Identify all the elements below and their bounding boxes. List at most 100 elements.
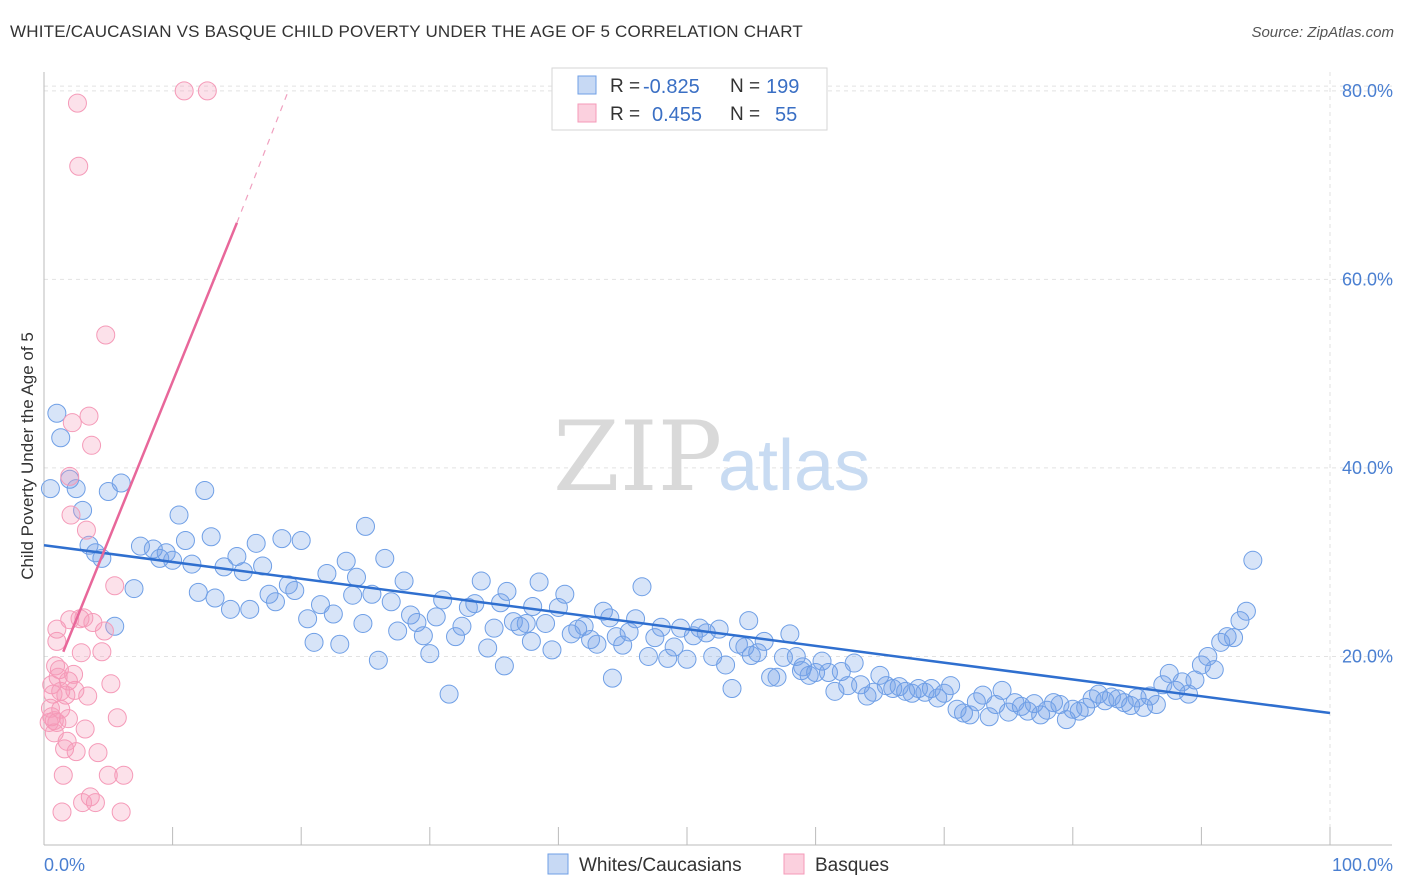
chart-title: WHITE/CAUCASIAN VS BASQUE CHILD POVERTY … <box>10 22 803 41</box>
y-tick-labels: 20.0% 40.0% 60.0% 80.0% <box>1342 81 1393 667</box>
bottom-legend-swatch-basque <box>783 853 805 875</box>
legend-n-label-2: N = <box>730 104 760 125</box>
point-s0-54 <box>401 605 421 625</box>
point-s1-45 <box>107 708 127 728</box>
series-points <box>39 81 1263 822</box>
point-s0-62 <box>452 616 472 636</box>
point-s0-12 <box>124 579 144 599</box>
legend-swatch-white <box>577 75 597 95</box>
point-s1-40 <box>94 621 114 641</box>
point-s1-27 <box>71 643 91 663</box>
point-s0-53 <box>394 571 414 591</box>
point-s0-91 <box>638 646 658 666</box>
point-s1-24 <box>67 93 87 113</box>
point-s0-171 <box>1153 675 1173 695</box>
point-s1-46 <box>111 802 131 822</box>
point-s1-11 <box>52 802 72 822</box>
point-s1-8 <box>48 667 68 687</box>
point-s0-76 <box>542 640 562 660</box>
point-s1-13 <box>55 739 75 759</box>
legend-n-value-2: 55 <box>775 104 797 126</box>
point-s1-32 <box>78 686 98 706</box>
point-s1-51 <box>44 723 64 743</box>
point-s0-186 <box>739 611 759 631</box>
point-s1-31 <box>76 520 96 540</box>
point-s1-54 <box>51 699 71 719</box>
point-s0-111 <box>767 667 787 687</box>
point-s0-127 <box>870 665 890 685</box>
point-s0-153 <box>1037 700 1057 720</box>
point-s0-56 <box>413 626 433 646</box>
point-s1-43 <box>101 674 121 694</box>
point-s0-179 <box>1204 660 1224 680</box>
point-s0-83 <box>587 634 607 654</box>
point-s1-20 <box>62 413 82 433</box>
point-s1-25 <box>69 156 89 176</box>
point-s0-4 <box>66 479 86 499</box>
point-s0-181 <box>1217 627 1237 647</box>
point-s0-73 <box>523 597 543 617</box>
y-tick-label-3: 80.0% <box>1342 81 1393 101</box>
point-s0-140 <box>953 703 973 723</box>
point-s0-14 <box>143 539 163 559</box>
point-s0-11 <box>111 473 131 493</box>
point-s0-19 <box>175 531 195 551</box>
point-s0-36 <box>285 580 305 600</box>
point-s0-67 <box>484 618 504 638</box>
point-s1-33 <box>79 406 99 426</box>
point-s0-90 <box>632 577 652 597</box>
source-label: Source: ZipAtlas.com <box>1251 24 1394 41</box>
point-s1-22 <box>65 680 85 700</box>
legend-n-value-1: 199 <box>766 76 799 98</box>
point-s0-10 <box>105 616 125 636</box>
point-s0-95 <box>664 637 684 657</box>
point-s0-138 <box>941 676 961 696</box>
point-s0-135 <box>921 679 941 699</box>
axes <box>43 72 1392 846</box>
point-s0-32 <box>259 584 279 604</box>
point-s0-185 <box>1243 550 1263 570</box>
bottom-legend-label-basque: Basques <box>815 855 889 876</box>
bottom-legend-label-white: Whites/Caucasians <box>579 855 742 876</box>
point-s0-92 <box>645 628 665 648</box>
legend-n-label-1: N = <box>730 76 760 97</box>
x-tick-label-0: 0.0% <box>44 855 85 875</box>
point-s1-5 <box>46 656 66 676</box>
point-s0-184 <box>1236 601 1256 621</box>
point-s0-49 <box>368 650 388 670</box>
point-s0-18 <box>169 505 189 525</box>
point-s0-97 <box>677 649 697 669</box>
trend-line-basque-extension <box>236 90 289 224</box>
point-s0-30 <box>246 533 266 553</box>
point-s0-108 <box>748 643 768 663</box>
point-s1-44 <box>105 576 125 596</box>
point-s0-23 <box>201 527 221 547</box>
point-s1-39 <box>92 642 112 662</box>
point-s0-89 <box>626 609 646 629</box>
point-s1-12 <box>53 765 73 785</box>
point-s0-34 <box>272 529 292 549</box>
point-s1-38 <box>88 743 108 763</box>
point-s1-30 <box>75 719 95 739</box>
point-s0-61 <box>446 627 466 647</box>
point-s0-143 <box>973 685 993 705</box>
point-s0-33 <box>265 592 285 612</box>
point-s0-51 <box>381 592 401 612</box>
series-0 <box>40 403 1263 730</box>
point-s0-147 <box>999 702 1018 722</box>
point-s0-47 <box>356 516 375 536</box>
legend-r-label-1: R = <box>610 76 640 97</box>
point-s0-60 <box>439 684 459 704</box>
point-s0-154 <box>1044 693 1064 713</box>
point-s0-22 <box>195 481 215 501</box>
point-s0-104 <box>722 679 742 699</box>
legend: R = -0.825 N = 199 R = 0.455 N = 55 <box>551 67 828 131</box>
point-s0-66 <box>478 638 498 658</box>
point-s0-64 <box>465 594 485 614</box>
point-s1-14 <box>56 685 76 705</box>
point-s0-110 <box>761 667 781 687</box>
point-s0-113 <box>780 624 800 644</box>
point-s1-42 <box>98 765 118 785</box>
point-s0-52 <box>388 621 408 641</box>
legend-box <box>551 67 828 131</box>
